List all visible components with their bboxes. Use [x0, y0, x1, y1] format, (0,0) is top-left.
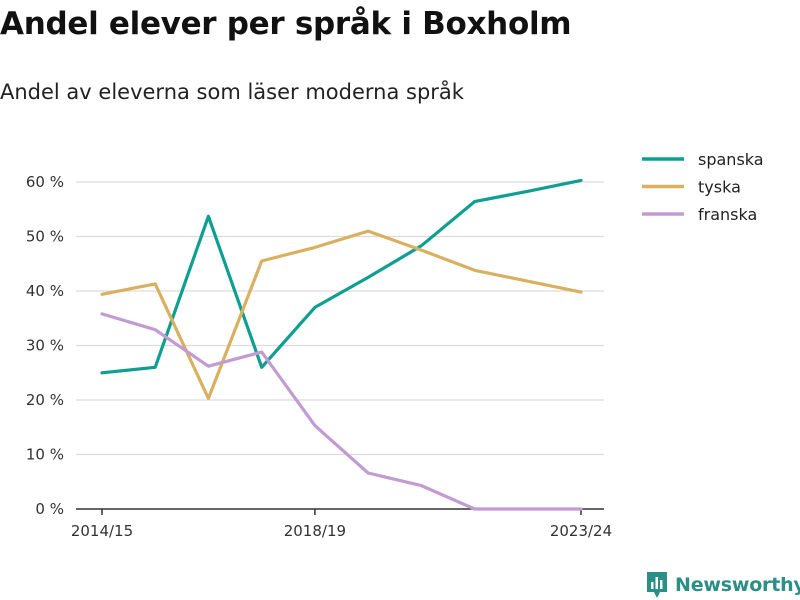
chart-title: Andel elever per språk i Boxholm	[0, 6, 572, 42]
bar-chart-logo-icon	[647, 572, 667, 598]
series-line-tyska	[100, 229, 583, 400]
legend-label-tyska: tyska	[698, 178, 741, 197]
x-tick-label: 2018/19	[284, 522, 346, 540]
series-line-spanska	[100, 178, 583, 375]
y-tick-label: 20 %	[26, 391, 64, 409]
series-line-franska	[100, 312, 583, 511]
y-tick-label: 10 %	[26, 446, 64, 464]
y-tick-label: 50 %	[26, 228, 64, 246]
x-tick-label: 2023/24	[550, 522, 612, 540]
legend-label-franska: franska	[698, 205, 757, 224]
legend: spanska tyska franska	[642, 150, 764, 224]
y-tick-label: 60 %	[26, 173, 64, 191]
y-tick-label: 0 %	[35, 500, 64, 518]
legend-label-spanska: spanska	[698, 150, 764, 169]
series-lines	[100, 178, 583, 511]
grid-lines: 0 % 10 % 20 % 30 % 40 % 50 % 60 %	[26, 173, 604, 518]
x-axis: 2014/15 2018/19 2023/24	[71, 508, 612, 540]
x-tick-label: 2014/15	[71, 522, 133, 540]
y-tick-label: 30 %	[26, 337, 64, 355]
y-tick-label: 40 %	[26, 282, 64, 300]
chart-subtitle: Andel av eleverna som läser moderna språ…	[0, 80, 464, 104]
brand-logo: Newsworthy	[645, 570, 800, 600]
brand-name: Newsworthy	[675, 574, 800, 596]
